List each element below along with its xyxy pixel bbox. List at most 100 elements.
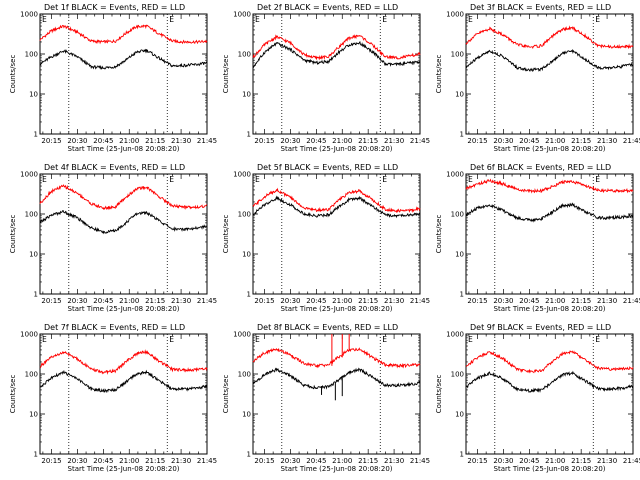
x-tick-label: 20:30 <box>280 457 300 465</box>
x-tick-label: 21:00 <box>332 297 352 305</box>
x-tick-label: 21:15 <box>571 137 591 145</box>
x-tick-label: 20:15 <box>254 457 274 465</box>
series-lld-line <box>39 184 208 211</box>
y-tick-label: 1 <box>247 451 251 459</box>
x-tick-label: 21:45 <box>410 137 430 145</box>
x-tick-label: 20:15 <box>254 137 274 145</box>
x-axis-label: Start Time (25-Jun-08 20:08:20) <box>68 305 180 313</box>
panel-det-3: Det 3f BLACK = Events, RED = LLD 1 10 100 10… <box>435 3 640 153</box>
x-tick-label: 20:45 <box>519 137 539 145</box>
y-tick-label: 100 <box>25 211 38 219</box>
x-tick-label: 21:15 <box>571 297 591 305</box>
x-tick-label: 20:30 <box>493 297 513 305</box>
panel-det-7: Det 7f BLACK = Events, RED = LLD 1 10 100 10… <box>9 323 217 473</box>
x-tick-label: 21:00 <box>545 457 565 465</box>
series-lld-line <box>39 24 208 45</box>
y-tick-label: 10 <box>29 251 38 259</box>
y-tick-label: 10 <box>455 251 464 259</box>
plot-frame <box>252 13 421 135</box>
corner-mark: E <box>255 15 260 24</box>
x-tick-label: 20:15 <box>467 457 487 465</box>
x-tick-label: 20:30 <box>280 297 300 305</box>
series-events-line <box>40 210 208 235</box>
corner-mark: E <box>468 15 473 24</box>
plot-frame <box>39 13 208 135</box>
x-tick-label: 20:45 <box>93 457 113 465</box>
x-tick-label: 21:30 <box>384 137 404 145</box>
y-tick-label: 1 <box>34 131 38 139</box>
x-axis-label: Start Time (25-Jun-08 20:08:20) <box>494 145 606 153</box>
x-tick-label: 21:45 <box>623 457 640 465</box>
panel-title: Det 1f BLACK = Events, RED = LLD <box>44 3 185 12</box>
y-axis-label: Counts/sec <box>435 215 443 254</box>
x-axis-label: Start Time (25-Jun-08 20:08:20) <box>281 145 393 153</box>
panel-det-6: Det 6f BLACK = Events, RED = LLD 1 10 100 10… <box>435 163 640 313</box>
panel-title: Det 9f BLACK = Events, RED = LLD <box>470 323 611 332</box>
corner-mark: E <box>382 335 387 344</box>
y-tick-label: 1 <box>34 291 38 299</box>
corner-mark: E <box>382 15 387 24</box>
y-axis-label: Counts/sec <box>435 55 443 94</box>
x-tick-label: 20:30 <box>493 457 513 465</box>
series-events-line <box>465 370 634 393</box>
x-tick-label: 21:45 <box>197 297 217 305</box>
series-lld-line <box>252 347 421 369</box>
x-tick-label: 20:45 <box>306 137 326 145</box>
x-tick-label: 20:45 <box>93 137 113 145</box>
panel-det-8: Det 8f BLACK = Events, RED = LLD 1 10 100 10… <box>222 323 430 473</box>
y-tick-label: 1000 <box>233 331 251 339</box>
y-tick-label: 1000 <box>446 11 464 19</box>
corner-mark: E <box>255 175 260 184</box>
series-events-line <box>252 195 421 219</box>
y-axis-label: Counts/sec <box>435 375 443 414</box>
series-lld-line <box>39 349 208 375</box>
y-tick-label: 1 <box>460 131 464 139</box>
y-axis-label: Counts/sec <box>9 55 17 94</box>
x-tick-label: 21:00 <box>332 137 352 145</box>
panel-title: Det 3f BLACK = Events, RED = LLD <box>470 3 611 12</box>
y-axis-label: Counts/sec <box>222 55 230 94</box>
x-tick-label: 21:15 <box>358 297 378 305</box>
panel-title: Det 8f BLACK = Events, RED = LLD <box>257 323 398 332</box>
corner-mark: E <box>42 335 47 344</box>
x-tick-label: 21:30 <box>597 297 617 305</box>
x-tick-label: 20:15 <box>41 457 61 465</box>
x-tick-label: 21:15 <box>145 137 165 145</box>
y-tick-label: 1000 <box>20 171 38 179</box>
corner-mark: E <box>595 335 600 344</box>
y-tick-label: 100 <box>451 211 464 219</box>
corner-mark: E <box>468 335 473 344</box>
series-lld-line <box>252 187 421 214</box>
y-tick-label: 1000 <box>446 331 464 339</box>
y-tick-label: 100 <box>25 51 38 59</box>
x-tick-label: 21:00 <box>545 137 565 145</box>
plot-frame <box>252 333 421 455</box>
x-tick-label: 21:00 <box>119 137 139 145</box>
x-tick-label: 21:15 <box>145 457 165 465</box>
x-tick-label: 21:00 <box>332 457 352 465</box>
x-tick-label: 20:15 <box>41 137 61 145</box>
y-tick-label: 100 <box>238 371 251 379</box>
x-axis-label: Start Time (25-Jun-08 20:08:20) <box>281 465 393 473</box>
corner-mark: E <box>42 15 47 24</box>
panel-det-2: Det 2f BLACK = Events, RED = LLD 1 10 100 10… <box>222 3 430 153</box>
x-tick-label: 20:15 <box>467 137 487 145</box>
x-tick-label: 20:30 <box>280 137 300 145</box>
panel-det-5: Det 5f BLACK = Events, RED = LLD 1 10 100 10… <box>222 163 430 313</box>
x-tick-label: 20:45 <box>519 297 539 305</box>
y-tick-label: 10 <box>29 91 38 99</box>
corner-mark: E <box>169 15 174 24</box>
x-tick-label: 21:45 <box>410 457 430 465</box>
x-tick-label: 21:30 <box>597 137 617 145</box>
series-lld-line <box>465 25 634 50</box>
x-tick-label: 20:30 <box>67 137 87 145</box>
y-tick-label: 100 <box>25 371 38 379</box>
x-tick-label: 21:45 <box>623 137 640 145</box>
corner-mark: E <box>595 175 600 184</box>
x-tick-label: 20:45 <box>519 457 539 465</box>
panel-title: Det 2f BLACK = Events, RED = LLD <box>257 3 398 12</box>
y-tick-label: 1000 <box>20 11 38 19</box>
y-tick-label: 1 <box>460 451 464 459</box>
panel-title: Det 4f BLACK = Events, RED = LLD <box>44 163 185 172</box>
